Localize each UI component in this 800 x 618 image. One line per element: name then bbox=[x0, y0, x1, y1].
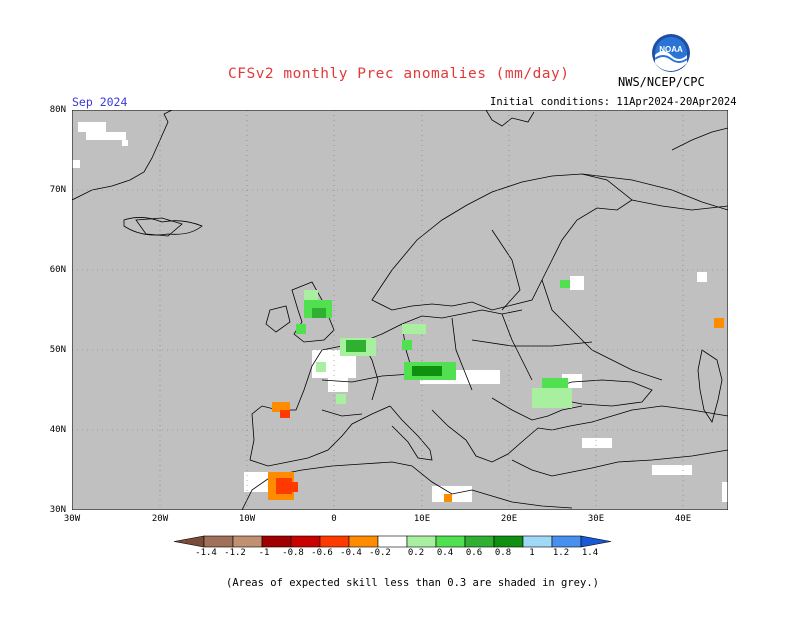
colorbar-label: -0.6 bbox=[311, 548, 333, 558]
colorbar-label: 1 bbox=[529, 548, 535, 558]
colorbar-segment bbox=[290, 535, 321, 548]
colorbar-label: -0.2 bbox=[369, 548, 391, 558]
colorbar-label: 0.6 bbox=[465, 548, 483, 558]
colorbar-segment bbox=[435, 535, 466, 548]
agency-label: NWS/NCEP/CPC bbox=[618, 75, 705, 89]
lat-label: 60N bbox=[49, 265, 66, 275]
lat-label: 50N bbox=[49, 345, 66, 355]
colorbar-high-arrow bbox=[580, 535, 612, 548]
lon-label: 40E bbox=[674, 514, 692, 524]
no-skill-background bbox=[72, 110, 728, 510]
colorbar-segment bbox=[203, 535, 234, 548]
map-title: CFSv2 monthly Prec anomalies (mm/day) bbox=[228, 66, 570, 82]
noaa-logo-icon: NOAA bbox=[652, 34, 690, 72]
colorbar-label: -0.4 bbox=[340, 548, 362, 558]
colorbar-segment bbox=[493, 535, 524, 548]
lon-label: 20W bbox=[151, 514, 169, 524]
colorbar-segment bbox=[261, 535, 292, 548]
colorbar-segment bbox=[464, 535, 495, 548]
lat-label: 30N bbox=[49, 505, 66, 515]
negative-anomaly-cells bbox=[268, 318, 724, 502]
positive-anomaly-cells bbox=[296, 280, 572, 408]
colorbar-label: -1.2 bbox=[224, 548, 246, 558]
logo-text: NOAA bbox=[659, 45, 683, 54]
colorbar-segment bbox=[551, 535, 582, 548]
colorbar-label: -1.4 bbox=[195, 548, 217, 558]
colorbar-label: 0.2 bbox=[407, 548, 425, 558]
colorbar-segment bbox=[319, 535, 350, 548]
colorbar-segment bbox=[232, 535, 263, 548]
colorbar-label: 1.2 bbox=[552, 548, 570, 558]
colorbar-label: 0.8 bbox=[494, 548, 512, 558]
colorbar-segment bbox=[348, 535, 379, 548]
lat-label: 80N bbox=[49, 105, 66, 115]
lon-label: 10W bbox=[238, 514, 256, 524]
precip-anomaly-map bbox=[72, 110, 728, 510]
lat-label: 70N bbox=[49, 185, 66, 195]
colorbar-low-arrow bbox=[173, 535, 205, 548]
lat-label: 40N bbox=[49, 425, 66, 435]
colorbar-label: -1 bbox=[258, 548, 270, 558]
lon-label: 20E bbox=[500, 514, 518, 524]
skill-note: (Areas of expected skill less than 0.3 a… bbox=[226, 577, 599, 589]
colorbar-label: 1.4 bbox=[581, 548, 599, 558]
lon-label: 30W bbox=[63, 514, 81, 524]
colorbar bbox=[173, 535, 612, 548]
initial-conditions: Initial conditions: 11Apr2024-20Apr2024 bbox=[490, 96, 737, 108]
colorbar-segment bbox=[522, 535, 553, 548]
lon-label: 0 bbox=[331, 514, 337, 524]
colorbar-label: -0.8 bbox=[282, 548, 304, 558]
colorbar-label: 0.4 bbox=[436, 548, 454, 558]
colorbar-segment bbox=[406, 535, 437, 548]
lon-label: 30E bbox=[587, 514, 605, 524]
valid-month: Sep 2024 bbox=[72, 95, 128, 109]
lon-label: 10E bbox=[413, 514, 431, 524]
gridlines bbox=[72, 110, 728, 510]
colorbar-segment bbox=[377, 535, 408, 548]
